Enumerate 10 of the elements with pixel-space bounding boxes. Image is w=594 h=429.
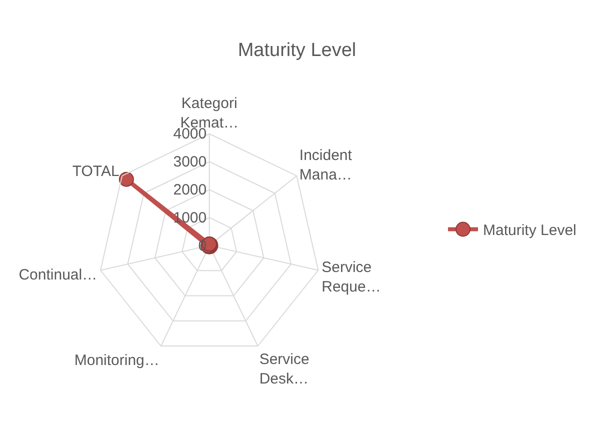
- spoke-label: TOTAL: [72, 162, 120, 180]
- spoke-label: Monitoring…: [74, 352, 160, 369]
- spoke-label: Service Desk…: [259, 351, 310, 388]
- legend-label: Maturity Level: [483, 222, 576, 240]
- chart-title: Maturity Level: [238, 40, 356, 62]
- spoke-label: Incident Mana…: [299, 147, 353, 184]
- y-tick-label: 3000: [173, 154, 207, 171]
- spoke-label: Service Reque…: [322, 258, 381, 296]
- y-tick-label: 2000: [173, 181, 207, 198]
- spoke-label: Continual…: [18, 266, 98, 284]
